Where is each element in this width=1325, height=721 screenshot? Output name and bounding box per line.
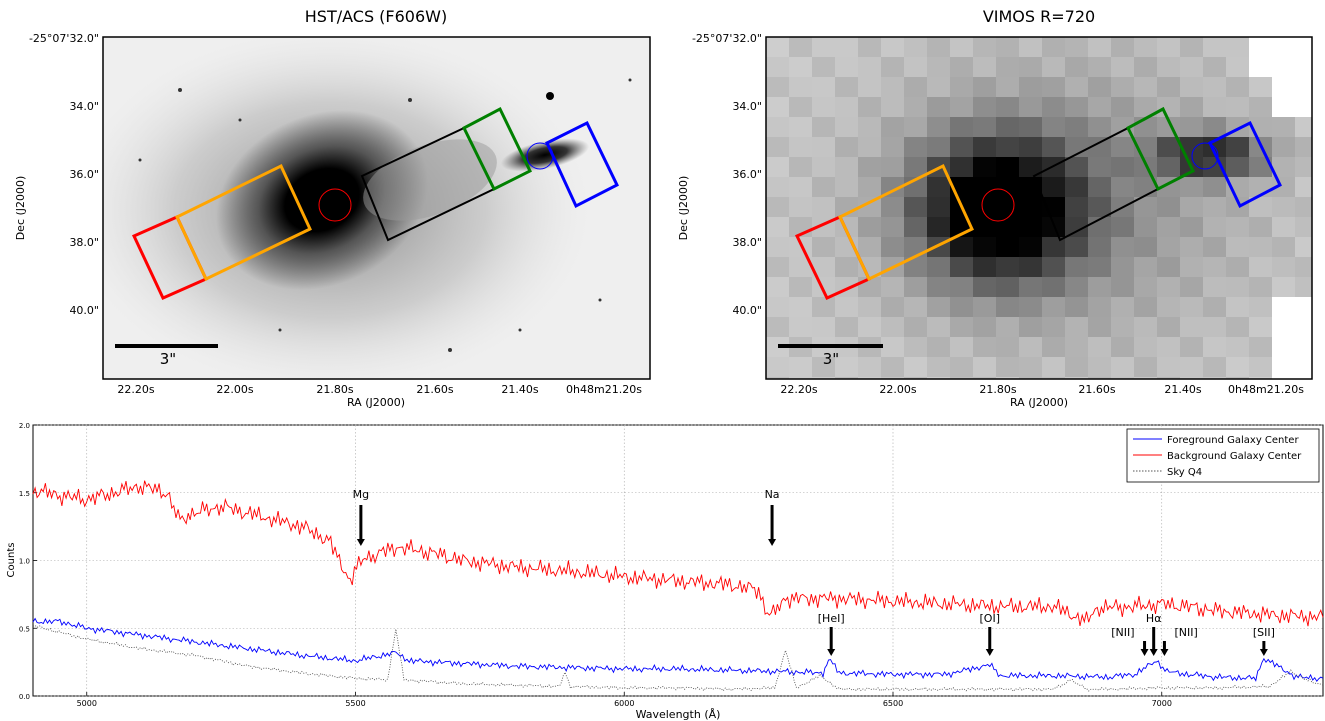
annotation-label: [SII] [1253,626,1275,639]
legend-background: Background Galaxy Center [1167,451,1302,462]
hst-xticks: 22.20s 22.00s 21.80s 21.60s 21.40s 0h48m… [117,383,642,396]
x-tick-label: 5000 [77,699,97,708]
y-tick-label: 38.0" [732,236,762,249]
aperture-orange [838,163,974,282]
x-tick-label: 21.80s [979,383,1016,396]
annotation-label: Na [765,488,780,501]
x-tick-label: 21.60s [416,383,453,396]
scale-bar-label: 3" [160,350,176,368]
line-annotations: Mg Na [HeI] [OI] [NII] Hα [NII] [SII] [353,488,1275,656]
center-circle-red [318,188,352,222]
x-tick-label: 7000 [1152,699,1172,708]
annotation-arrowhead [1160,649,1169,656]
y-tick-label: 40.0" [732,304,762,317]
y-tick-label: 38.0" [69,236,99,249]
x-tick-label: 21.40s [501,383,538,396]
hst-title: HST/ACS (F606W) [305,7,447,26]
annotation-arrowhead [827,649,836,656]
spectrum-ylabel: Counts [6,543,17,578]
vimos-title: VIMOS R=720 [983,7,1095,26]
annotation-label: [OI] [980,612,1001,625]
hst-ylabel: Dec (J2000) [14,176,27,241]
x-tick-label: 21.40s [1164,383,1201,396]
x-tick-label: 22.20s [780,383,817,396]
legend: Foreground Galaxy Center Background Gala… [1126,428,1320,483]
aperture-green [1126,106,1195,192]
aperture-blue [1208,120,1282,209]
hst-xlabel: RA (J2000) [347,396,405,409]
y-tick-label: 36.0" [732,168,762,181]
y-tick-label: 1.0 [19,558,30,566]
y-tick-label: -25°07'32.0" [29,32,99,45]
y-tick-label: 40.0" [69,304,99,317]
x-tick-label: 22.00s [879,383,916,396]
x-tick-label: 0h48m21.20s [566,383,642,396]
vimos-panel: VIMOS R=720 3" -25°07'32.0" 34.0" 36.0" … [677,7,1313,409]
hst-image: 3" [103,37,650,379]
x-tick-label: 22.00s [216,383,253,396]
vimos-xlabel: RA (J2000) [1010,396,1068,409]
x-tick-label: 6500 [883,699,903,708]
vimos-image: 3" [766,37,1312,379]
x-tick-label: 6000 [614,699,634,708]
annotation-label: Mg [353,488,369,501]
annotation-arrowhead [985,649,994,656]
vimos-xticks: 22.20s 22.00s 21.80s 21.60s 21.40s 0h48m… [780,383,1304,396]
y-tick-label: 36.0" [69,168,99,181]
center-circle-blue [1191,142,1219,170]
aperture-blue [545,120,619,209]
aperture-green [462,106,532,192]
vimos-yticks: -25°07'32.0" 34.0" 36.0" 38.0" 40.0" [692,32,762,317]
vimos-ylabel: Dec (J2000) [677,176,690,241]
x-tick-label: 0h48m21.20s [1228,383,1304,396]
scale-bar-label: 3" [823,350,839,368]
x-tick-label: 5500 [345,699,365,708]
spectrum-xlabel: Wavelength (Å) [636,708,721,721]
y-tick-label: -25°07'32.0" [692,32,762,45]
foreground-galaxy-center-line [32,617,1324,682]
annotation-label: [HeI] [818,612,845,625]
legend-sky: Sky Q4 [1167,467,1202,478]
spectrum-series [32,480,1324,692]
sky-q4-line [32,624,1324,692]
annotation-arrowhead [768,539,777,546]
annotation-arrowhead [356,539,365,546]
y-tick-label: 34.0" [69,100,99,113]
annotation-label: [NII] [1174,626,1197,639]
y-tick-label: 34.0" [732,100,762,113]
spectrum-panel: 5000 5500 6000 6500 7000 0.0 0.5 1.0 1.5 2.0 Mg Na… [6,422,1324,721]
hst-panel: HST/ACS (F606W) 3" [14,7,651,409]
center-circle-red [981,188,1015,222]
y-tick-label: 2.0 [19,422,30,430]
annotation-label: Hα [1146,612,1162,625]
hst-yticks: -25°07'32.0" 34.0" 36.0" 38.0" 40.0" [29,32,99,317]
aperture-orange [175,163,312,282]
annotation-arrowhead [1259,649,1268,656]
y-tick-label: 0.0 [19,693,30,701]
annotation-label: [NII] [1111,626,1134,639]
x-tick-label: 21.60s [1078,383,1115,396]
y-tick-label: 1.5 [19,490,30,498]
annotation-arrowhead [1140,649,1149,656]
y-tick-label: 0.5 [19,625,30,633]
background-galaxy-center-line [32,480,1324,627]
legend-foreground: Foreground Galaxy Center [1167,435,1299,446]
x-tick-label: 21.80s [316,383,353,396]
x-tick-label: 22.20s [117,383,154,396]
annotation-arrowhead [1149,649,1158,656]
center-circle-blue [526,142,554,170]
